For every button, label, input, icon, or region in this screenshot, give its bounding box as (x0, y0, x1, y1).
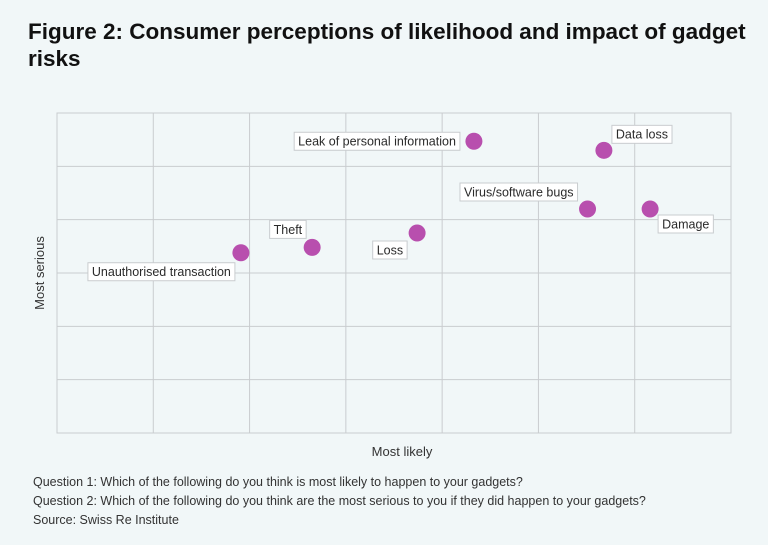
question-1-note: Question 1: Which of the following do yo… (33, 475, 523, 489)
point-label-box (657, 214, 714, 234)
point-label: Loss (377, 243, 403, 257)
data-point-data-loss: Data loss (595, 124, 673, 159)
x-axis-label: Most likely (372, 444, 433, 459)
point-marker (465, 132, 483, 150)
point-label: Theft (274, 223, 303, 237)
point-label-box (459, 182, 579, 202)
data-point-unauthorised-transaction: Unauthorised transaction (87, 244, 250, 282)
data-point-virus-software-bugs: Virus/software bugs (459, 182, 597, 218)
point-label: Damage (662, 217, 709, 231)
point-marker (232, 244, 250, 262)
point-label: Data loss (616, 128, 668, 142)
point-label-box (87, 262, 236, 282)
point-marker (595, 141, 613, 159)
point-label-box (269, 219, 307, 239)
question-2-note: Question 2: Which of the following do yo… (33, 494, 646, 508)
data-points: Unauthorised transaction Theft Loss Leak of… (87, 124, 714, 282)
point-marker (408, 224, 426, 242)
source-note: Source: Swiss Re Institute (33, 513, 179, 527)
point-label-box (293, 131, 461, 151)
point-label-box (611, 124, 673, 144)
point-label-box (372, 240, 408, 260)
point-label: Leak of personal information (298, 135, 456, 149)
y-axis-label: Most serious (32, 236, 47, 310)
point-marker (303, 238, 321, 256)
data-point-loss: Loss (372, 224, 426, 260)
chart-title: Figure 2: Consumer perceptions of likeli… (28, 19, 746, 71)
plot-grid (56, 112, 732, 434)
point-label: Virus/software bugs (464, 185, 574, 199)
data-point-damage: Damage (641, 200, 714, 234)
footnotes: Question 1: Which of the following do yo… (33, 473, 763, 530)
data-point-leak-of-personal-information: Leak of personal information (293, 131, 483, 151)
point-marker (579, 200, 597, 218)
point-marker (641, 200, 659, 218)
point-label: Unauthorised transaction (92, 265, 231, 279)
data-point-theft: Theft (269, 219, 321, 256)
